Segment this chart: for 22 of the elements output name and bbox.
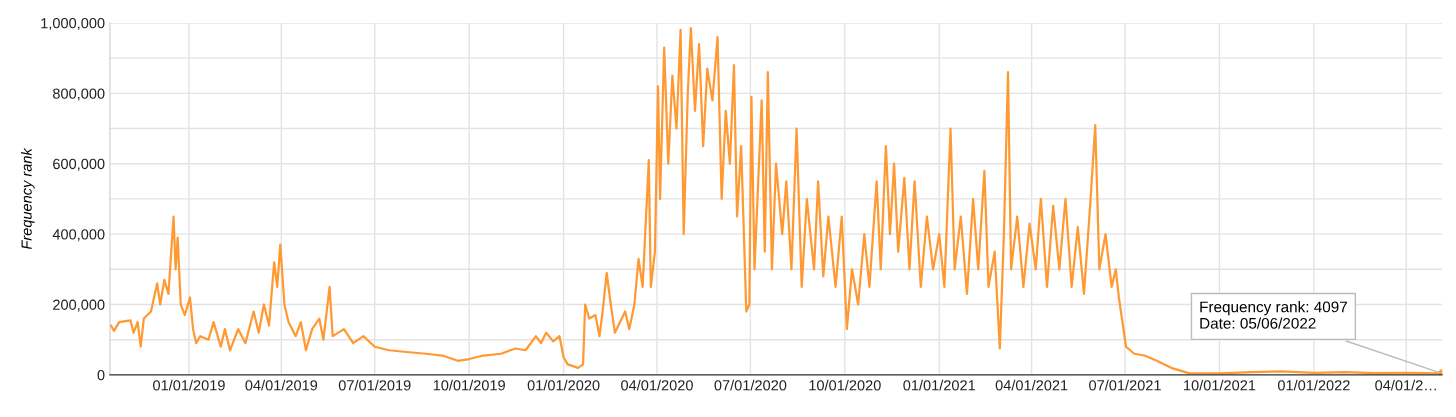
x-tick-label: 07/01/2020 <box>714 379 787 391</box>
x-tick-label: 07/01/2019 <box>338 379 411 391</box>
x-tick-label: 04/01/2021 <box>995 379 1068 391</box>
x-tick-label: 04/01/2019 <box>245 379 318 391</box>
y-tick-label: 200,000 <box>53 299 105 312</box>
x-tick-label: 04/01/2… <box>1375 379 1436 391</box>
x-tick-label: 07/01/2021 <box>1089 379 1161 391</box>
x-tick-label: 01/01/2020 <box>527 379 600 391</box>
x-tick-label: 10/01/2019 <box>433 379 505 391</box>
x-tick-label: 01/01/2022 <box>1277 379 1350 391</box>
y-tick-label: 0 <box>97 369 105 381</box>
annotation: Frequency rank: 4097 Date: 05/06/2022 <box>1200 301 1347 329</box>
y-tick-label: 600,000 <box>53 158 105 171</box>
y-tick-label: 1,000,000 <box>41 18 105 31</box>
x-tick-label: 01/01/2019 <box>153 379 225 391</box>
x-tick-label: 01/01/2021 <box>903 379 976 391</box>
y-tick-label: 800,000 <box>52 88 105 101</box>
y-tick-label: 400,000 <box>52 229 105 242</box>
x-tick-label: 10/01/2020 <box>809 379 881 391</box>
y-axis-title: Frequency rank <box>21 147 35 250</box>
x-tick-label: 04/01/2020 <box>621 379 693 391</box>
x-tick-label: 10/01/2021 <box>1184 379 1256 391</box>
